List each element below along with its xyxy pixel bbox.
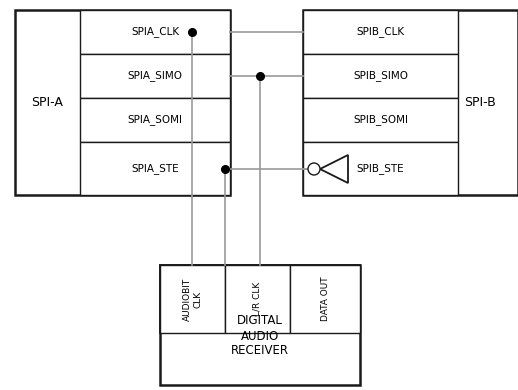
Bar: [15, 10, 230, 195]
Text: SPIA_CLK: SPIA_CLK: [131, 27, 179, 37]
Bar: [303, 142, 458, 195]
Text: L/R CLK: L/R CLK: [253, 282, 262, 316]
Polygon shape: [320, 155, 348, 183]
Bar: [225, 265, 290, 333]
Bar: [80, 142, 230, 195]
Bar: [80, 98, 230, 142]
Text: SPIB_SIMO: SPIB_SIMO: [353, 71, 408, 82]
Bar: [303, 98, 458, 142]
Bar: [303, 10, 518, 195]
Text: SPIB_SOMI: SPIB_SOMI: [353, 115, 408, 126]
Text: SPIB_CLK: SPIB_CLK: [356, 27, 405, 37]
Bar: [80, 10, 230, 54]
Bar: [160, 265, 225, 333]
Bar: [290, 265, 360, 333]
Text: SPIA_SIMO: SPIA_SIMO: [127, 71, 182, 82]
Circle shape: [308, 163, 320, 175]
Bar: [303, 10, 458, 54]
Bar: [80, 54, 230, 98]
Bar: [160, 265, 360, 333]
Text: SPIA_SOMI: SPIA_SOMI: [127, 115, 182, 126]
Text: SPIA_STE: SPIA_STE: [131, 163, 179, 174]
Text: SPIB_STE: SPIB_STE: [357, 163, 405, 174]
Text: SPI-B: SPI-B: [464, 96, 496, 110]
Bar: [160, 265, 360, 385]
Text: AUDIOBIT
CLK: AUDIOBIT CLK: [183, 277, 202, 321]
Text: SPI-A: SPI-A: [31, 96, 63, 110]
Text: DIGITAL
AUDIO
RECEIVER: DIGITAL AUDIO RECEIVER: [231, 314, 289, 358]
Bar: [303, 54, 458, 98]
Text: DATA OUT: DATA OUT: [321, 277, 329, 321]
